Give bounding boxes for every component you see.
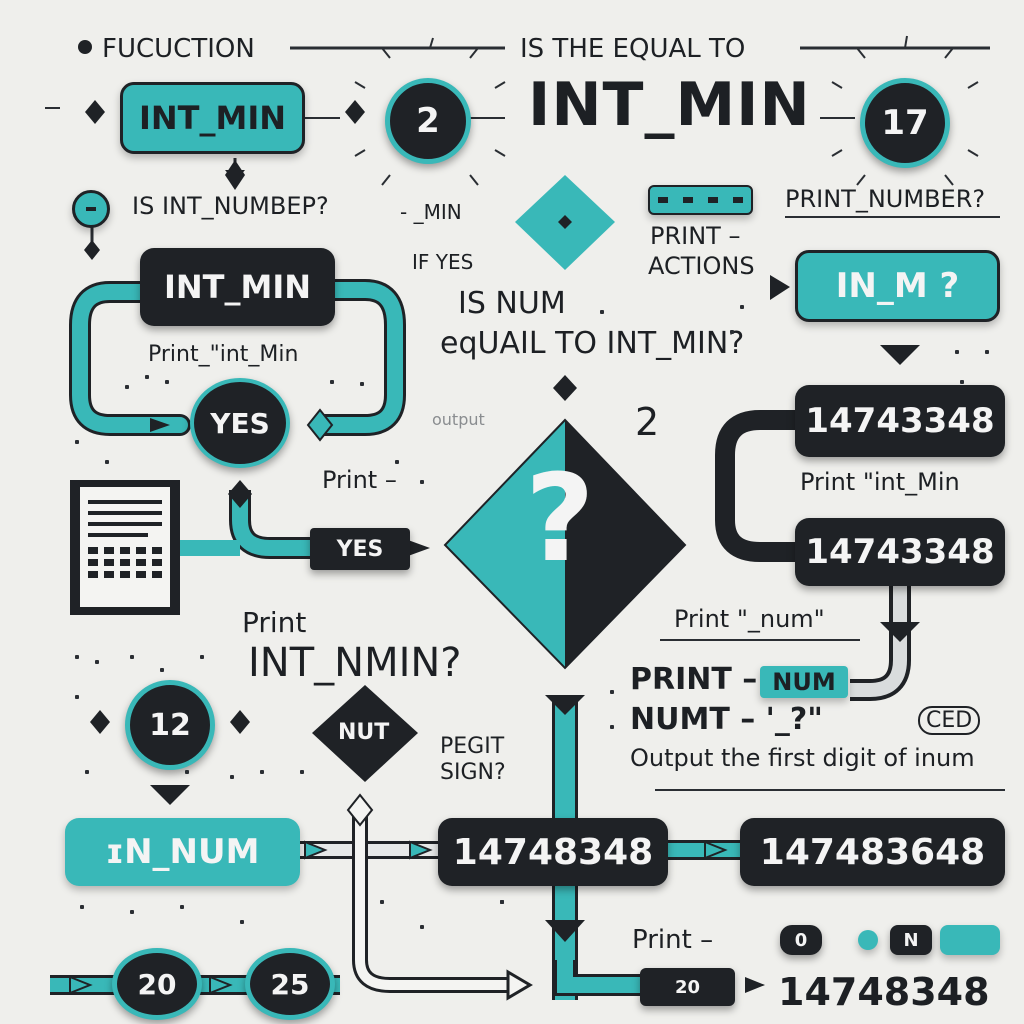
ray-lines-1: [354, 37, 506, 186]
print-num-label: Print "_num": [674, 605, 825, 633]
circle-25: 25: [245, 948, 335, 1020]
in-m-box[interactable]: IN_M ?: [795, 250, 1000, 322]
num-box-bottom-right[interactable]: 147483648: [740, 818, 1005, 886]
int-min-box-top[interactable]: INT_MIN: [120, 82, 305, 154]
num-box-bottom-mid[interactable]: 14748348: [438, 818, 668, 886]
is-num-line1: IS NUM: [458, 286, 566, 321]
print-actions-line1: PRINT –: [650, 222, 741, 250]
is-int-number-label: IS INT_NUMBEP?: [132, 192, 329, 220]
bottom-number: 14748348: [778, 970, 990, 1014]
print-lower: Print: [242, 606, 307, 639]
numt-label: NUMT – '_?": [630, 702, 823, 737]
document-lines: [88, 500, 162, 595]
circle-2: 2: [385, 78, 471, 164]
ced-label: CED: [918, 706, 981, 735]
header-bullet-icon: [78, 40, 92, 54]
header-int-min-title: INT_MIN: [528, 70, 811, 140]
yes-arrow-box[interactable]: YES: [310, 528, 410, 570]
print-bottom: Print –: [632, 925, 714, 955]
is-num-line2: eqUAIL TO INT_MIN?: [440, 326, 745, 361]
num-box-right-1[interactable]: 14743348: [795, 385, 1005, 457]
nut-label: NUT: [338, 720, 390, 745]
o-chip: 0: [780, 925, 822, 955]
n-chip-2: [940, 925, 1000, 955]
output-label: output: [432, 410, 485, 429]
ray-lines-2: [831, 35, 979, 186]
num-chip[interactable]: NUM: [760, 666, 848, 698]
min-fragment-label: - _MIN: [400, 200, 462, 224]
toggle-chip[interactable]: [648, 185, 753, 215]
print-int-min-left: Print_"int_Min: [148, 342, 299, 367]
sign-label: SIGN?: [440, 760, 506, 785]
pegit-label: PEGIT: [440, 734, 505, 759]
header-fucuction: FUCUCTION: [102, 34, 255, 64]
print-actions-line2: ACTIONS: [648, 252, 755, 280]
small-20-box: 20: [640, 968, 735, 1006]
if-yes-label: IF YES: [412, 250, 474, 274]
question-mark: ?: [525, 450, 595, 589]
int-min-box-left[interactable]: INT_MIN: [140, 248, 335, 326]
toggle-icon: [72, 190, 110, 228]
n-num-box[interactable]: ɪN_NUM: [65, 818, 300, 886]
circle-17: 17: [860, 78, 950, 168]
center-two: 2: [635, 400, 660, 444]
num-box-right-2[interactable]: 14743348: [795, 518, 1005, 586]
header-is-the-equal-to: IS THE EQUAL TO: [520, 34, 746, 64]
circle-20: 20: [112, 948, 202, 1020]
circle-12: 12: [125, 680, 215, 770]
dot-chip: [858, 930, 878, 950]
n-chip: N: [890, 925, 932, 955]
int-nmin-label: INT_NMIN?: [248, 640, 462, 686]
print-number-label: PRINT_NUMBER?: [785, 185, 986, 213]
output-first-digit: Output the first digit of inum: [630, 744, 975, 772]
print-int-min-right: Print "int_Min: [800, 468, 960, 496]
yes-circle[interactable]: YES: [190, 378, 290, 468]
print-word: PRINT –: [630, 662, 758, 697]
print-label-left: Print –: [322, 466, 397, 494]
